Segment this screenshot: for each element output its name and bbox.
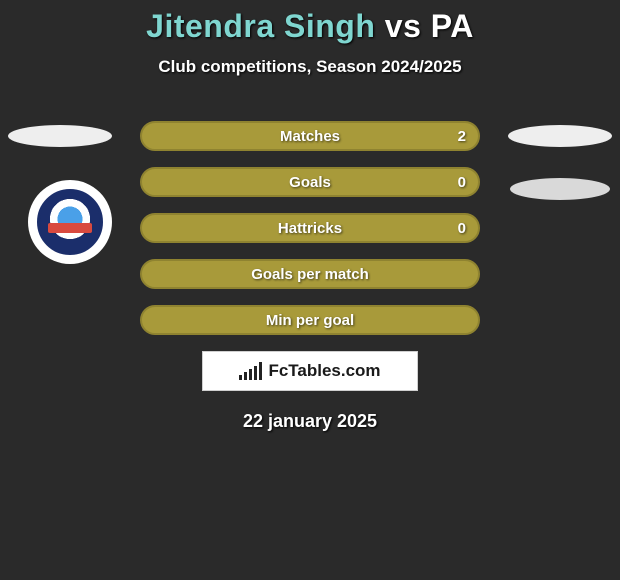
page-title: Jitendra Singh vs PA (0, 0, 620, 45)
stat-right-value: 2 (458, 128, 466, 145)
stat-label: Goals (289, 174, 331, 191)
crest-ribbon (48, 223, 92, 233)
vs-label: vs (385, 8, 422, 44)
stat-right-value: 0 (458, 220, 466, 237)
stat-row-goals: Goals 0 (140, 167, 480, 197)
player1-club-badge (28, 180, 112, 264)
stat-label: Matches (280, 128, 340, 145)
comparison-infographic: Jitendra Singh vs PA Club competitions, … (0, 0, 620, 580)
stat-label: Hattricks (278, 220, 342, 237)
player2-name: PA (431, 8, 474, 44)
source-logo: FcTables.com (202, 351, 418, 391)
club-crest-icon (37, 189, 103, 255)
logo-text: FcTables.com (268, 361, 380, 381)
stat-row-matches: Matches 2 (140, 121, 480, 151)
bars-icon (239, 362, 262, 380)
stat-row-hattricks: Hattricks 0 (140, 213, 480, 243)
stat-label: Goals per match (251, 266, 369, 283)
player1-silhouette (8, 125, 112, 147)
subtitle: Club competitions, Season 2024/2025 (0, 57, 620, 77)
date-label: 22 january 2025 (0, 411, 620, 432)
stat-row-min-per-goal: Min per goal (140, 305, 480, 335)
player1-name: Jitendra Singh (146, 8, 375, 44)
stat-right-value: 0 (458, 174, 466, 191)
stat-row-goals-per-match: Goals per match (140, 259, 480, 289)
player2-club-placeholder (510, 178, 610, 200)
stat-label: Min per goal (266, 312, 354, 329)
player2-silhouette (508, 125, 612, 147)
